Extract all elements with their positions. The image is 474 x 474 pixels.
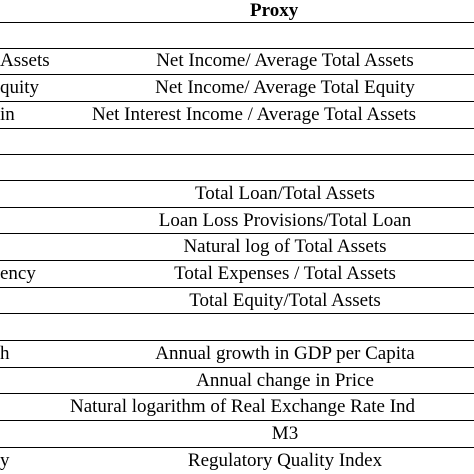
row-rule <box>0 74 474 75</box>
row-rule <box>0 128 474 129</box>
proxy-cell: Total Expenses / Total Assets <box>174 263 396 284</box>
proxy-cell: Total Loan/Total Assets <box>195 183 375 204</box>
row-rule <box>0 48 474 49</box>
row-rule <box>0 313 474 314</box>
header-top-rule <box>0 22 474 23</box>
row-rule <box>0 340 474 341</box>
proxy-column-header: Proxy <box>250 0 299 21</box>
proxy-cell: M3 <box>271 423 299 444</box>
proxy-cell: Annual growth in GDP per Capita <box>155 343 415 364</box>
proxy-cell: Natural log of Total Assets <box>183 236 387 257</box>
row-rule <box>0 207 474 208</box>
row-rule <box>0 101 474 102</box>
proxy-cell: Loan Loss Provisions/Total Loan <box>158 210 412 231</box>
row-rule <box>0 367 474 368</box>
variable-cell: in <box>0 104 15 125</box>
row-rule <box>0 260 474 261</box>
row-rule <box>0 393 474 394</box>
proxy-cell: Total Equity/Total Assets <box>189 290 381 311</box>
proxy-cell: Natural logarithm of Real Exchange Rate … <box>70 396 416 417</box>
row-rule <box>0 233 474 234</box>
row-rule <box>0 154 474 155</box>
proxy-cell: Net Income/ Average Total Assets <box>156 50 414 71</box>
proxy-cell: Regulatory Quality Index <box>187 450 383 471</box>
variable-cell: quity <box>0 77 40 98</box>
row-rule <box>0 180 474 181</box>
proxy-cell: Annual change in Price <box>196 370 374 391</box>
row-rule <box>0 447 474 448</box>
variable-cell: h <box>0 343 10 364</box>
row-rule <box>0 420 474 421</box>
proxy-cell: Net Interest Income / Average Total Asse… <box>92 104 417 125</box>
variable-cell: Assets <box>0 50 50 71</box>
variable-cell: ency <box>0 263 36 284</box>
row-rule <box>0 287 474 288</box>
variable-cell: y <box>0 450 10 471</box>
proxy-cell: Net Income/ Average Total Equity <box>155 77 415 98</box>
